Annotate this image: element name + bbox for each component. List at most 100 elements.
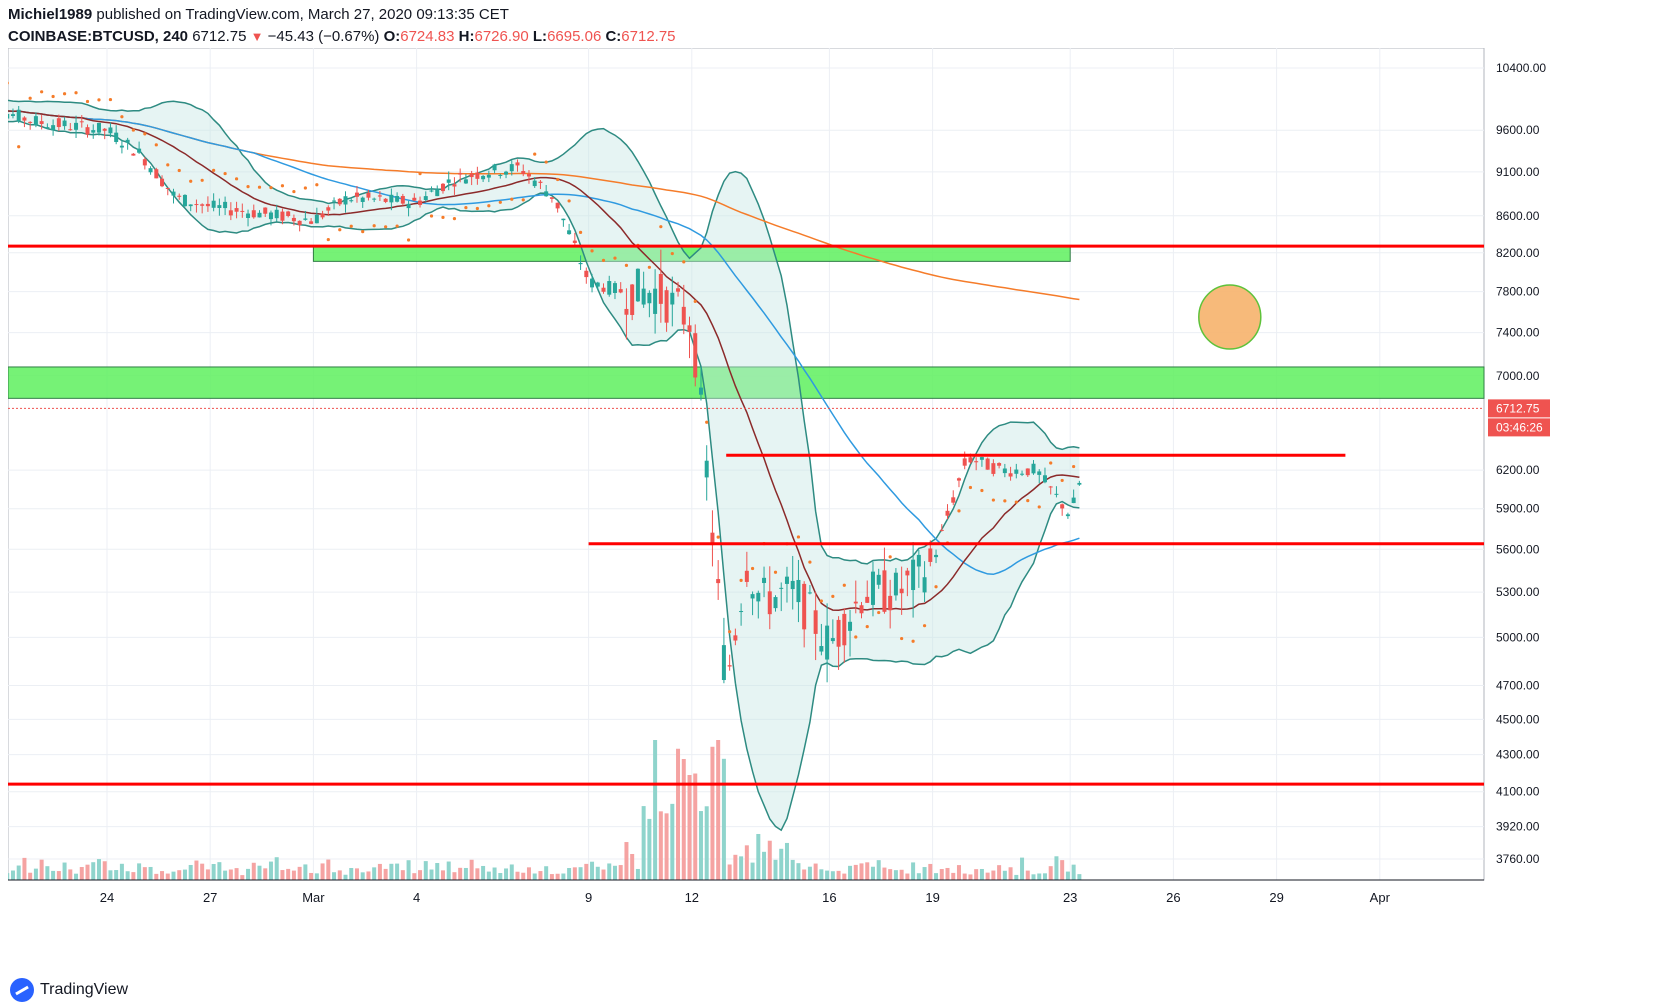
volume-bar	[108, 870, 113, 880]
sar-dot	[303, 186, 307, 190]
candle-body	[108, 127, 113, 134]
candle-body	[549, 197, 554, 199]
low-label: L:	[532, 28, 548, 45]
candle-body	[773, 597, 778, 609]
candle-body	[440, 183, 445, 192]
sar-dot	[968, 485, 973, 490]
candle-body	[687, 325, 692, 332]
volume-bar	[481, 865, 486, 880]
candle-body	[882, 570, 887, 612]
sar-dot	[533, 152, 537, 156]
time-tick-label: Mar	[302, 890, 325, 905]
publisher-name[interactable]: Michiel1989	[8, 6, 93, 23]
volume-bar	[223, 870, 228, 880]
volume-bar	[848, 865, 853, 880]
candle-body	[555, 202, 560, 209]
sar-dot	[900, 636, 904, 641]
volume-bar	[16, 865, 21, 880]
candle-body	[429, 190, 434, 192]
volume-bar	[1048, 866, 1053, 880]
sar-dot	[280, 184, 285, 188]
candle-body	[991, 463, 996, 474]
volume-bar	[905, 873, 910, 880]
volume-bar	[154, 873, 159, 880]
time-axis: 24 27 Mar 4 9 12 16 19 23 26 29 Apr	[8, 879, 1484, 905]
candle-body	[664, 290, 669, 323]
sar-dot	[682, 260, 686, 264]
sar-dot	[338, 228, 342, 232]
price-chart[interactable]: 10400.00 9600.00 9100.00 8600.00 8200.00 7800…	[8, 48, 1650, 968]
sar-dot	[624, 263, 629, 267]
sar-dot	[97, 98, 101, 102]
candle-body	[779, 587, 784, 589]
close-label: C:	[605, 28, 622, 45]
volume-bar	[119, 863, 124, 880]
sar-dot	[647, 265, 651, 269]
candle-body	[624, 308, 629, 315]
candle-body	[481, 175, 486, 180]
candle-body	[934, 554, 939, 558]
sar-dot	[544, 160, 548, 164]
volume-bar	[739, 856, 744, 880]
volume-bar	[234, 868, 239, 880]
volume-bar	[1002, 870, 1007, 880]
tradingview-brand[interactable]: TradingView	[10, 978, 128, 1002]
sar-dot	[292, 189, 296, 194]
candle-body	[389, 194, 394, 203]
sar-dot	[980, 488, 984, 493]
volume-bar	[653, 740, 658, 880]
volume-bar	[750, 862, 755, 880]
volume-bar	[39, 859, 44, 880]
volume-bar	[74, 873, 79, 880]
volume-bar	[974, 869, 979, 880]
volume-bar	[859, 863, 864, 880]
candle-body	[693, 333, 698, 378]
candle-body	[567, 230, 572, 235]
volume-bar	[1060, 860, 1065, 880]
volume-bar	[762, 851, 767, 880]
candle-body	[676, 288, 681, 292]
candle-body	[1031, 463, 1036, 474]
volume-bar	[343, 874, 348, 880]
sar-dot	[613, 256, 617, 260]
candle-body	[916, 554, 921, 567]
price-tick-label: 10400.00	[1496, 61, 1546, 75]
price-tick-label: 9600.00	[1496, 123, 1540, 137]
volume-bar	[813, 863, 818, 880]
volume-bar	[400, 870, 405, 880]
volume-bar	[326, 859, 331, 880]
candle-body	[561, 218, 566, 221]
volume-bar	[498, 873, 503, 880]
candle-body	[257, 212, 262, 218]
volume-bar	[297, 866, 302, 880]
symbol-legend: COINBASE:BTCUSD, 240 6712.75 ▼ −45.43 (−…	[8, 28, 676, 45]
volume-bar	[676, 748, 681, 880]
volume-bar	[945, 867, 950, 880]
price-tick-label: 8200.00	[1496, 246, 1540, 260]
volume-bar	[549, 874, 554, 880]
sar-dot	[1060, 478, 1064, 483]
candle-body	[377, 195, 382, 197]
volume-bar	[303, 864, 308, 880]
volume-bar	[165, 873, 170, 880]
sar-dot	[590, 249, 594, 253]
candle-body	[418, 200, 423, 205]
sar-dot	[510, 197, 514, 201]
candle-body	[515, 162, 520, 166]
candle-body	[635, 268, 640, 302]
candle-body	[343, 196, 348, 205]
last-price-tag-label: 6712.75	[1496, 401, 1540, 415]
volume-bar	[830, 871, 835, 880]
sar-dot	[991, 498, 995, 502]
sar-dot	[739, 578, 743, 582]
sar-dot	[464, 206, 468, 210]
symbol-name[interactable]: COINBASE:BTCUSD, 240	[8, 28, 189, 45]
target-ellipse	[1198, 284, 1262, 350]
volume-bar	[85, 864, 90, 880]
candle-body	[853, 601, 858, 604]
volume-bar	[200, 863, 205, 880]
sar-dot	[1072, 464, 1076, 469]
volume-bar	[773, 859, 778, 880]
candle-body	[39, 121, 44, 124]
candle-body	[303, 218, 308, 220]
